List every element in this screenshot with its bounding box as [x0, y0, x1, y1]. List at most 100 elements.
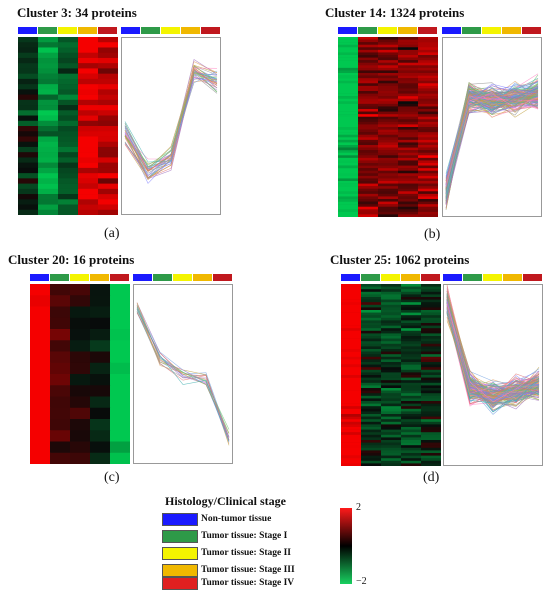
heatmap-cell — [38, 110, 59, 116]
heatmap-cell — [110, 407, 130, 420]
heatmap-cell — [38, 52, 59, 59]
heatmap-cell — [38, 152, 59, 158]
heatmap-cell — [98, 146, 118, 153]
line-plot-header-1 — [121, 27, 140, 34]
heatmap-cell — [398, 137, 419, 141]
profile-line — [124, 72, 218, 172]
heatmap-cell — [401, 453, 422, 456]
heatmap-cell — [358, 78, 379, 82]
heatmap-header-4 — [401, 274, 420, 281]
line-plot-header-2 — [463, 274, 482, 281]
heatmap-cell — [341, 372, 362, 376]
heatmap-cell — [398, 145, 419, 148]
heatmap-cell — [398, 188, 419, 192]
heatmap-cell — [418, 119, 438, 123]
heatmap-cell — [341, 403, 362, 407]
heatmap-cell — [398, 67, 419, 71]
heatmap-cell — [70, 430, 91, 442]
profile-line — [446, 308, 540, 401]
heatmap-cell — [358, 106, 379, 110]
heatmap-cell — [418, 181, 438, 184]
heatmap-cell — [378, 165, 399, 169]
heatmap-cell — [338, 85, 359, 89]
heatmap-cell — [341, 325, 362, 329]
heatmap-cell — [421, 364, 441, 368]
heatmap-cell — [421, 411, 441, 415]
heatmap-header-2 — [361, 274, 380, 281]
heatmap-cell — [338, 152, 359, 156]
legend-label: Tumor tissue: Stage I — [201, 531, 288, 541]
heatmap-cell — [358, 183, 379, 187]
heatmap-cell — [398, 109, 419, 112]
heatmap-cell — [378, 114, 399, 118]
heatmap-cell — [58, 178, 79, 184]
heatmap-cell — [341, 377, 362, 381]
heatmap-cell — [18, 99, 39, 106]
heatmap-cell — [90, 295, 111, 307]
heatmap-cell — [18, 136, 39, 143]
heatmap-cell — [341, 291, 362, 295]
heatmap-cell — [341, 401, 362, 404]
heatmap-cell — [361, 463, 382, 466]
heatmap-cell — [338, 47, 359, 51]
heatmap-cell — [381, 458, 402, 462]
heatmap-cell — [361, 375, 382, 378]
line-plot-header-1 — [133, 274, 152, 281]
heatmap-cell — [341, 349, 362, 352]
heatmap-cell — [378, 199, 399, 202]
heatmap-cell — [341, 380, 362, 384]
heatmap-cell — [398, 186, 419, 190]
panel-d-label: (d) — [423, 470, 440, 485]
heatmap-cell — [418, 47, 438, 51]
heatmap-cell — [338, 196, 359, 200]
heatmap-cell — [78, 183, 99, 190]
heatmap-cell — [381, 437, 402, 441]
heatmap-cell — [78, 37, 99, 43]
profile-line — [445, 87, 539, 193]
heatmap-cell — [98, 105, 118, 111]
heatmap-cell — [358, 85, 379, 89]
heatmap-cell — [30, 385, 51, 397]
heatmap-cell — [30, 317, 51, 330]
heatmap-cell — [341, 406, 362, 410]
heatmap-cell — [421, 385, 441, 389]
heatmap-cell — [381, 432, 402, 436]
heatmap-cell — [30, 362, 51, 375]
heatmap-cell — [361, 427, 382, 430]
heatmap-cell — [338, 44, 359, 48]
heatmap-cell — [338, 173, 359, 177]
heatmap-cell — [341, 455, 362, 459]
heatmap-cell — [18, 105, 39, 111]
heatmap-cell — [421, 330, 441, 334]
heatmap-cell — [398, 101, 419, 105]
heatmap-cell — [398, 44, 419, 48]
heatmap-cell — [418, 114, 438, 118]
heatmap-cell — [338, 134, 359, 138]
heatmap-cell — [58, 199, 79, 205]
heatmap-cell — [38, 146, 59, 153]
line-plot-frame — [442, 37, 542, 217]
legend-item-stage-2: Tumor tissue: Stage II — [162, 546, 291, 560]
legend-item-stage-1: Tumor tissue: Stage I — [162, 529, 287, 543]
heatmap-cell — [421, 453, 441, 456]
heatmap-cell — [338, 214, 359, 217]
heatmap-cell — [401, 375, 422, 378]
heatmap-cell — [418, 67, 438, 71]
legend-item-stage-3: Tumor tissue: Stage III — [162, 563, 295, 577]
heatmap-cell — [398, 129, 419, 133]
heatmap-cell — [58, 167, 79, 174]
heatmap-cell — [358, 165, 379, 169]
heatmap-header-1 — [341, 274, 360, 281]
heatmap-cell — [341, 437, 362, 441]
heatmap-cell — [18, 73, 39, 80]
heatmap-cell — [341, 356, 362, 360]
heatmap-cell — [418, 111, 438, 115]
heatmap-cell — [338, 60, 359, 64]
heatmap-cell — [361, 354, 382, 358]
heatmap-cell — [341, 343, 362, 347]
heatmap-cell — [401, 403, 422, 407]
heatmap-cell — [38, 57, 59, 64]
heatmap-cell — [421, 351, 441, 355]
heatmap-cell — [361, 320, 382, 324]
heatmap-cell — [358, 196, 379, 200]
